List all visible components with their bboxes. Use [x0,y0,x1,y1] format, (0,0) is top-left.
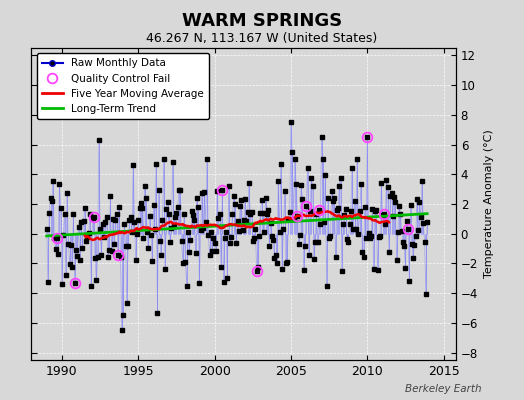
Y-axis label: Temperature Anomaly (°C): Temperature Anomaly (°C) [484,130,494,278]
Text: Berkeley Earth: Berkeley Earth [406,384,482,394]
Text: 46.267 N, 113.167 W (United States): 46.267 N, 113.167 W (United States) [146,32,378,45]
Text: WARM SPRINGS: WARM SPRINGS [182,12,342,30]
Legend: Raw Monthly Data, Quality Control Fail, Five Year Moving Average, Long-Term Tren: Raw Monthly Data, Quality Control Fail, … [37,53,209,119]
